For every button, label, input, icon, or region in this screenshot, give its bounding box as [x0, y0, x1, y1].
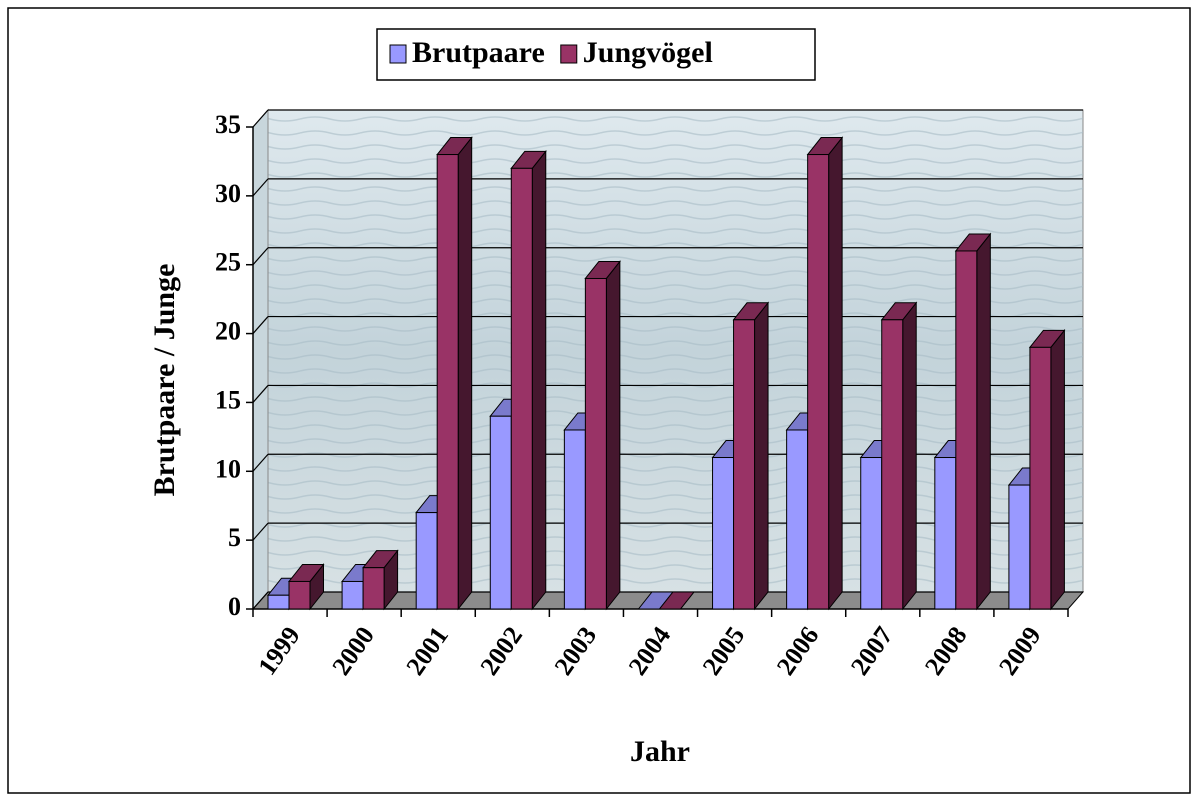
bar-front: [289, 581, 310, 609]
bar-front: [342, 581, 363, 609]
bar: [808, 138, 843, 609]
bar: [1030, 330, 1065, 609]
bar-side: [1051, 330, 1065, 609]
bar-front: [416, 513, 437, 609]
y-tick-label: 35: [215, 110, 241, 139]
bar: [437, 138, 472, 609]
bar-front: [734, 320, 755, 609]
y-tick-label: 20: [215, 317, 241, 346]
bar-front: [882, 320, 903, 609]
y-tick-label: 10: [215, 454, 241, 483]
y-tick-label: 25: [215, 248, 241, 277]
bar-front: [1030, 347, 1051, 609]
legend-label: Jungvögel: [583, 36, 713, 69]
bar-side: [606, 261, 620, 609]
bar-side: [903, 303, 917, 609]
x-axis-title: Jahr: [630, 735, 690, 768]
legend-swatch: [390, 45, 406, 63]
bar-front: [585, 278, 606, 609]
bar-front: [713, 458, 734, 609]
page: {"chart_data": {"type": "bar3d", "x_labe…: [0, 0, 1198, 801]
bar-front: [564, 430, 585, 609]
bar-front: [490, 416, 511, 609]
chart: 0510152025303519992000200120022003200420…: [0, 0, 1198, 801]
bar-front: [861, 458, 882, 609]
bar: [882, 303, 917, 609]
bar-front: [935, 458, 956, 609]
bar-front: [363, 568, 384, 609]
bar-front: [787, 430, 808, 609]
y-tick-label: 0: [228, 592, 241, 621]
bar: [734, 303, 769, 609]
y-axis-title: Brutpaare / Junge: [148, 264, 181, 497]
bar: [956, 234, 991, 609]
bar-front: [437, 155, 458, 609]
y-tick-label: 30: [215, 179, 241, 208]
bar-front: [268, 595, 289, 609]
bar-side: [977, 234, 991, 609]
bar-front: [1009, 485, 1030, 609]
side-wall: [253, 110, 268, 609]
bar-side: [829, 138, 843, 609]
bar-side: [458, 138, 472, 609]
legend-label: Brutpaare: [412, 36, 545, 69]
y-tick-label: 15: [215, 385, 241, 414]
bar: [585, 261, 620, 609]
legend-swatch: [561, 45, 577, 63]
y-tick-label: 5: [228, 523, 241, 552]
legend: Brutpaare Jungvögel: [377, 29, 815, 80]
bar: [511, 151, 545, 609]
bar-side: [755, 303, 769, 609]
bar-front: [511, 168, 532, 609]
bar-front: [808, 155, 829, 609]
bar-front: [956, 251, 977, 609]
bar-side: [532, 151, 546, 609]
